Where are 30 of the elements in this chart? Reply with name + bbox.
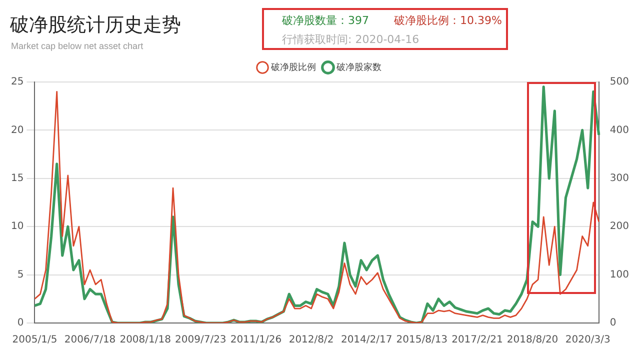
legend-label: 破净股比例 [270, 62, 316, 73]
x-tick-label: 2014/2/17 [340, 334, 392, 346]
y2-tick-label: 300 [610, 172, 630, 184]
y2-tick-label: 400 [610, 124, 630, 136]
text: 破净股比例：10.39% [394, 13, 502, 28]
x-tick-label: 2011/1/26 [230, 334, 282, 346]
y-tick-label: 20 [10, 124, 24, 136]
text: 行情获取时间: 2020-04-16 [282, 32, 420, 47]
chart-title: 破净股统计历史走势 [10, 13, 181, 38]
x-tick-label: 2006/7/18 [64, 334, 116, 346]
y-tick-label: 0 [17, 318, 24, 329]
chart-subtitle: Market cap below net asset chart [11, 41, 144, 51]
x-tick-label: 2012/8/2 [288, 334, 334, 346]
x-tick-label: 2015/8/13 [396, 334, 448, 346]
text: 破净股数量：397 [282, 13, 369, 28]
x-tick-label: 2020/3/3 [565, 334, 610, 346]
x-tick-label: 2017/2/21 [452, 334, 503, 346]
y2-tick-label: 100 [610, 269, 630, 280]
x-tick-label: 2009/7/23 [175, 334, 226, 346]
y2-tick-label: 500 [610, 76, 630, 88]
y-tick-label: 5 [17, 269, 24, 280]
y2-tick-label: 200 [610, 221, 630, 232]
y-tick-label: 10 [10, 221, 24, 232]
x-tick-label: 2005/1/5 [12, 334, 58, 346]
x-tick-label: 2018/8/20 [506, 334, 558, 346]
y2-tick-label: 0 [610, 318, 616, 329]
legend-label: 破净股家数 [336, 62, 382, 73]
y-tick-label: 15 [10, 172, 24, 184]
y-tick-label: 25 [10, 76, 24, 88]
x-tick-label: 2008/1/18 [120, 334, 171, 346]
